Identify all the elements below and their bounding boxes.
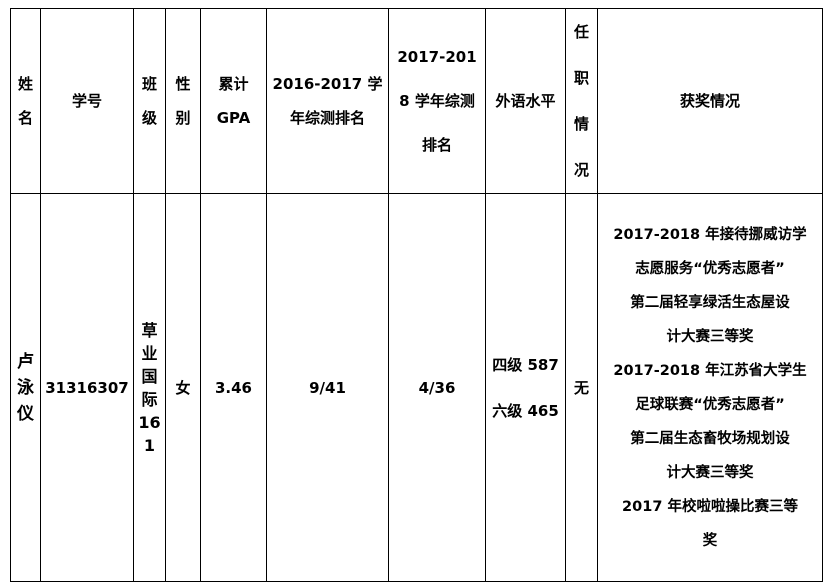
text-line: 外语水平 — [495, 92, 556, 110]
text-line: 泳 — [17, 377, 34, 398]
text-line: 别 — [175, 109, 191, 127]
text-line: 业 — [141, 343, 158, 363]
text-line: 计大赛三等奖 — [666, 328, 754, 345]
header-gpa: 累计 GPA — [200, 8, 267, 194]
header-rank-2017: 2017-201 8 学年综测 排名 — [388, 8, 486, 194]
cell-id: 31316307 — [40, 193, 134, 582]
text-line: 计大赛三等奖 — [666, 464, 754, 481]
text-line: 奖 — [702, 532, 718, 549]
text-line: 获奖情况 — [679, 92, 740, 110]
text-line: GPA — [216, 109, 251, 127]
text-line: 年综测排名 — [289, 109, 365, 127]
header-name: 姓名 — [10, 8, 41, 194]
cell-rank-2017: 4/36 — [388, 193, 486, 582]
text-line: 排名 — [421, 136, 452, 154]
text-line: 况 — [573, 161, 589, 179]
text-line: 四级 587 — [492, 355, 559, 374]
text-line: 第二届生态畜牧场规划设 — [630, 430, 790, 447]
text-line: 16 — [138, 412, 161, 432]
cell-awards: 2017-2018 年接待挪威访学 志愿服务“优秀志愿者” 第二届轻享绿活生态屋设计… — [597, 193, 823, 582]
text-line: 姓 — [17, 75, 33, 93]
header-class: 班级 — [133, 8, 166, 194]
header-awards: 获奖情况 — [597, 8, 823, 194]
text-line: 级 — [141, 109, 157, 127]
text-line: 际 — [141, 389, 158, 409]
cell-gender: 女 — [165, 193, 201, 582]
text-line: 2017-201 — [397, 48, 477, 66]
header-gender: 性别 — [165, 8, 201, 194]
text-line: 2017 年校啦啦操比赛三等 — [622, 498, 798, 515]
table-row: 卢泳仪 31316307 草业国际 16 1 女 3.46 9/41 4/36 四级… — [10, 193, 823, 582]
text-line: 仪 — [17, 403, 34, 424]
text-line: 累计 — [218, 75, 249, 93]
text-line: 职 — [573, 69, 589, 87]
cell-class: 草业国际 16 1 — [133, 193, 166, 582]
text-line: 8 学年综测 — [399, 92, 475, 110]
header-row: 姓名 学号 班级 性别 累计 GPA 2016-2017 学年综测排名 2017-… — [10, 8, 823, 194]
text-line: 2016-2017 学 — [272, 75, 383, 93]
text-line: 六级 465 — [492, 401, 559, 420]
cell-gpa: 3.46 — [200, 193, 267, 582]
text-line: 草 — [141, 320, 158, 340]
text-line: 班 — [141, 75, 157, 93]
text-line: 名 — [17, 109, 33, 127]
text-line: 1 — [143, 435, 156, 455]
cell-position: 无 — [565, 193, 598, 582]
cell-name: 卢泳仪 — [10, 193, 41, 582]
text-line: 2017-2018 年接待挪威访学 — [613, 226, 807, 243]
text-line: 国 — [141, 366, 158, 386]
text-line: 第二届轻享绿活生态屋设 — [630, 294, 790, 311]
text-line: 任 — [573, 23, 589, 41]
header-rank-2016: 2016-2017 学年综测排名 — [266, 8, 389, 194]
student-table: 姓名 学号 班级 性别 累计 GPA 2016-2017 学年综测排名 2017-… — [10, 8, 823, 582]
cell-rank-2016: 9/41 — [266, 193, 389, 582]
header-position: 任职情况 — [565, 8, 598, 194]
text-line: 足球联赛“优秀志愿者” — [635, 396, 785, 413]
text-line: 志愿服务“优秀志愿者” — [635, 260, 785, 277]
cell-language: 四级 587 六级 465 — [485, 193, 566, 582]
text-line: 性 — [175, 75, 191, 93]
header-id: 学号 — [40, 8, 134, 194]
header-language: 外语水平 — [485, 8, 566, 194]
text-line: 情 — [573, 115, 589, 133]
text-line: 2017-2018 年江苏省大学生 — [613, 362, 807, 379]
text-line: 卢 — [17, 351, 34, 372]
text-line: 学号 — [71, 92, 102, 110]
